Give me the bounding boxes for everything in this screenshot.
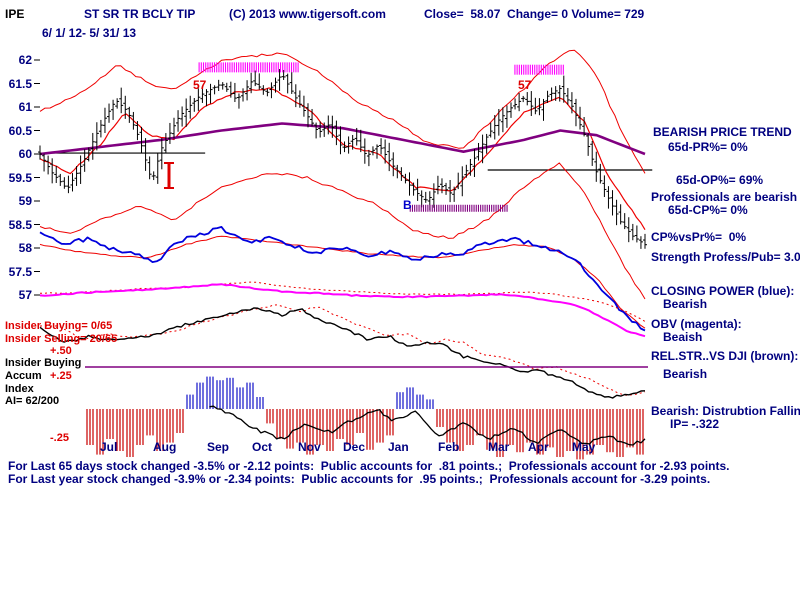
right-panel-op-pct: 65d-OP%= 69% bbox=[676, 173, 764, 187]
distribution-count-left: 57 bbox=[193, 78, 207, 92]
insider-buying-title: Insider Buying bbox=[5, 357, 82, 369]
month-label: Dec bbox=[343, 440, 366, 454]
price-axis-label: 61 bbox=[18, 100, 32, 114]
accum-scale-plus50: +.50 bbox=[50, 345, 72, 357]
right-panel-cp-pct: 65d-CP%= 0% bbox=[668, 203, 748, 217]
header-modes: ST SR TR BCLY TIP bbox=[84, 7, 196, 21]
price-axis-label: 58.5 bbox=[8, 217, 32, 232]
month-label: Aug bbox=[153, 440, 177, 454]
right-panel-ip-value: IP= -.322 bbox=[670, 417, 720, 431]
index-label: Index bbox=[5, 383, 34, 395]
price-axis-label: 57.5 bbox=[8, 264, 32, 279]
month-label: Jul bbox=[100, 440, 118, 454]
right-panel-distribution-note: Bearish: Distrubtion Falling bbox=[651, 404, 800, 418]
summary-65-days: For Last 65 days stock changed -3.5% or … bbox=[8, 459, 730, 473]
insider-buying-ratio-label: Insider Buying= 0/65 bbox=[5, 320, 113, 332]
price-axis-label: 62 bbox=[18, 53, 32, 67]
ticker-symbol: IPE bbox=[5, 7, 25, 21]
right-panel-rel-str-title: REL.STR..VS DJI (brown): bbox=[651, 349, 799, 363]
right-panel-trend-title: BEARISH PRICE TREND bbox=[653, 125, 792, 139]
price-axis-label: 61.5 bbox=[8, 76, 32, 91]
summary-1-year: For Last year stock changed -3.9% or -2.… bbox=[8, 472, 711, 486]
price-axis-label: 60.5 bbox=[8, 123, 32, 138]
accum-scale-minus25: -.25 bbox=[50, 432, 69, 444]
date-range: 6/ 1/ 12- 5/ 31/ 13 bbox=[42, 26, 137, 40]
month-label: May bbox=[572, 440, 596, 454]
quote-summary: Close= 58.07 Change= 0 Volume= 729 bbox=[424, 7, 645, 21]
price-axis-label: 59.5 bbox=[8, 170, 32, 185]
distribution-count-right: 57 bbox=[518, 78, 532, 92]
right-panel-obv-title: OBV (magenta): bbox=[651, 317, 742, 331]
right-panel-obv-state: Beaish bbox=[663, 330, 703, 344]
month-label: Mar bbox=[488, 440, 510, 454]
right-panel-rel-str-state: Bearish bbox=[663, 367, 708, 381]
accum-scale-plus25: +.25 bbox=[50, 370, 72, 382]
accumulation-b-marker: B bbox=[403, 198, 412, 212]
month-label: Sep bbox=[207, 440, 230, 454]
month-label: Oct bbox=[252, 440, 273, 454]
accum-label: Accum bbox=[5, 370, 42, 382]
right-panel-professionals-note: Professionals are bearish bbox=[651, 190, 798, 204]
right-panel-closing-power-title: CLOSING POWER (blue): bbox=[651, 284, 795, 298]
price-axis-label: 60 bbox=[18, 147, 32, 161]
copyright-text: (C) 2013 www.tigersoft.com bbox=[229, 7, 386, 21]
right-panel-closing-power-state: Bearish bbox=[663, 297, 708, 311]
ai-value-label: AI= 62/200 bbox=[5, 395, 60, 407]
month-label: Jan bbox=[388, 440, 409, 454]
right-panel-cp-vs-pr: CP%vsPr%= 0% bbox=[651, 230, 747, 244]
right-panel-pr-pct: 65d-PR%= 0% bbox=[668, 140, 748, 154]
right-panel-strength-ratio: Strength Profess/Pub= 3.0 bbox=[651, 250, 800, 264]
price-axis-label: 57 bbox=[18, 288, 32, 302]
price-axis-label: 58 bbox=[18, 241, 32, 255]
price-axis-label: 59 bbox=[18, 194, 32, 208]
insider-selling-ratio-label: Insider Selling= 20/65 bbox=[5, 333, 118, 345]
month-label: Nov bbox=[298, 440, 321, 454]
month-label: Feb bbox=[438, 440, 460, 454]
month-label: Apr bbox=[528, 440, 549, 454]
